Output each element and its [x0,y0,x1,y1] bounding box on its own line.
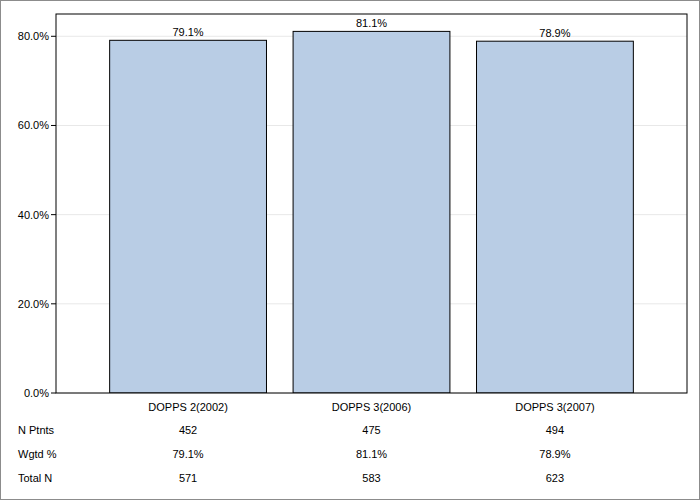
data-label: 81.1% [356,17,387,29]
bars [110,31,634,393]
plot-frame [56,14,687,393]
table-cell: 571 [179,472,197,484]
table-cell: 78.9% [539,448,570,460]
y-tick-label: 20.0% [18,298,49,310]
table-cell: 79.1% [172,448,203,460]
table-row-label: Wgtd % [18,448,57,460]
x-tick-label: DOPPS 3(2006) [332,401,411,413]
table-cell: 475 [362,424,380,436]
data-label: 78.9% [539,27,570,39]
bar [110,40,267,393]
y-tick [51,125,56,126]
table-cell: 583 [362,472,380,484]
y-tick-label: 40.0% [18,209,49,221]
table-row-label: Total N [18,472,52,484]
y-tick-label: 60.0% [18,119,49,131]
data-label: 79.1% [172,26,203,38]
y-tick [51,36,56,37]
table-cell: 623 [546,472,564,484]
table-cell: 494 [546,424,564,436]
outer-frame [1,1,700,500]
y-tick [51,393,56,394]
bar [477,41,634,393]
table-row-label: N Ptnts [18,424,55,436]
y-tick [51,303,56,304]
y-tick-label: 0.0% [24,387,49,399]
table-cell: 81.1% [356,448,387,460]
x-tick-label: DOPPS 2(2002) [148,401,227,413]
bar [293,31,450,393]
y-tick [51,214,56,215]
chart: 0.0% 20.0% 40.0% 60.0% 80.0% 79.1% 81.1% 78.9% D… [0,0,700,500]
table-cell: 452 [179,424,197,436]
x-tick-label: DOPPS 3(2007) [515,401,594,413]
y-tick-label: 80.0% [18,30,49,42]
